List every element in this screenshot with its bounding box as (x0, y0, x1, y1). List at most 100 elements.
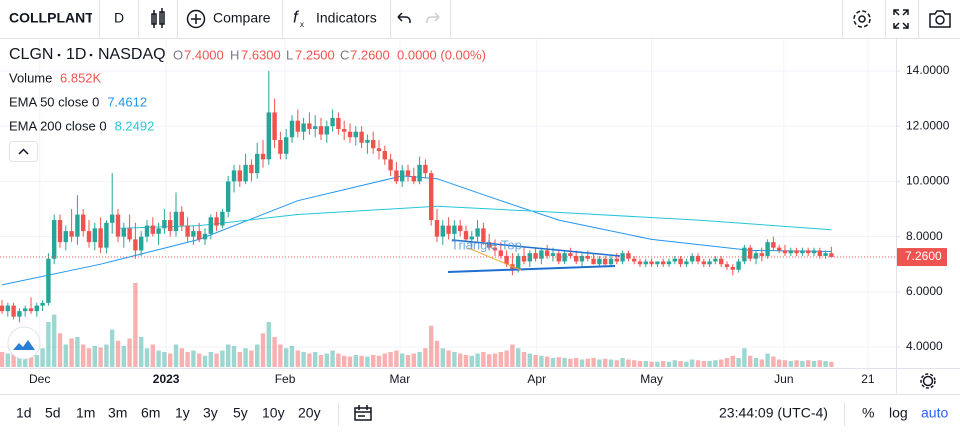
volume-bar (133, 283, 138, 367)
range-button[interactable]: 3m (108, 405, 127, 421)
candle-body (660, 261, 666, 265)
volume-bar (510, 344, 515, 367)
range-button[interactable]: 1m (76, 405, 95, 421)
date-range-button[interactable] (354, 405, 372, 421)
high-label: H (230, 47, 239, 62)
candle-body (626, 253, 631, 259)
interval-button[interactable]: D (114, 10, 124, 26)
log-button[interactable]: log (889, 405, 908, 421)
candle-body (185, 225, 190, 237)
candle-body (266, 112, 271, 160)
snapshot-button[interactable] (929, 10, 951, 28)
volume-bar (109, 329, 115, 367)
plus-icon (191, 14, 201, 24)
range-button[interactable]: 6m (141, 405, 160, 421)
candle-body (98, 228, 103, 248)
y-tick-label: 10.0000 (906, 174, 950, 188)
axis-settings[interactable] (920, 373, 936, 389)
volume-bar (5, 353, 11, 367)
candle-body (539, 250, 544, 259)
volume-bar (446, 350, 451, 367)
candle-body (133, 239, 138, 251)
candle-body (434, 220, 440, 237)
candle-body (829, 253, 834, 258)
dot (89, 53, 93, 57)
x-tick-label: May (640, 372, 663, 386)
collapse-button[interactable] (9, 141, 38, 162)
volume-bar (527, 353, 532, 367)
volume-bar (823, 361, 828, 367)
collapse-box (9, 141, 38, 162)
plus-icon (186, 9, 206, 29)
candle-body (573, 255, 579, 262)
redo-button[interactable] (426, 12, 440, 23)
volume-bar (69, 338, 74, 367)
low-label: L (286, 47, 293, 62)
volume-bar (307, 353, 312, 367)
settings-button[interactable] (853, 10, 871, 28)
volume-bar (678, 361, 683, 367)
percent-button[interactable]: % (862, 405, 874, 421)
volume-bar (272, 337, 277, 367)
candle-body (318, 126, 324, 135)
legend-exchange: NASDAQ (98, 46, 166, 63)
indicators-button[interactable]: f x Indicators (293, 7, 377, 29)
compare-button[interactable]: Compare (186, 9, 271, 29)
volume-bar (486, 354, 492, 367)
volume-bar (481, 352, 486, 367)
candle-body (138, 236, 144, 251)
range-button[interactable]: 10y (262, 405, 285, 421)
candle-body (689, 255, 695, 262)
candle-body (46, 258, 51, 303)
candle-body (40, 302, 45, 306)
indicator-name: EMA 200 close 0 (9, 118, 107, 133)
range-button[interactable]: 1y (175, 405, 190, 421)
symbol-button[interactable]: COLLPLANT (9, 10, 94, 26)
volume-legend-value: 6.852K (60, 70, 102, 85)
candle-body (701, 261, 706, 265)
range-button[interactable]: 5d (45, 405, 61, 421)
range-button[interactable]: 1d (16, 405, 32, 421)
indicator-value: 7.4612 (107, 94, 147, 109)
volume-bar (144, 348, 150, 367)
ema-line (1, 175, 832, 286)
candle-body (527, 253, 532, 262)
candle-body (544, 250, 550, 256)
range-button[interactable]: 3y (203, 405, 218, 421)
logo[interactable] (7, 326, 41, 360)
candle-body (272, 112, 277, 141)
candle-body (776, 247, 782, 251)
volume-bar (138, 337, 144, 367)
gear-icon (922, 375, 934, 387)
volume-bar (579, 359, 585, 367)
volume-bar (359, 355, 364, 367)
volume-bar (695, 360, 701, 367)
auto-button[interactable]: auto (921, 405, 948, 421)
chart-type-button[interactable] (151, 8, 165, 28)
fullscreen-button[interactable] (893, 9, 909, 29)
range-button[interactable]: 20y (298, 405, 321, 421)
candle-body (608, 258, 614, 265)
candle-body (753, 253, 759, 259)
volume-bar (179, 348, 184, 367)
volume-bar (283, 348, 289, 367)
volume-bar (399, 353, 405, 367)
volume-bar (788, 361, 793, 367)
candle-body (591, 258, 596, 265)
last-price-label: 7.2600 (905, 249, 942, 263)
volume-bar (115, 340, 121, 367)
undo-button[interactable] (397, 12, 411, 23)
candle-body (144, 225, 150, 237)
candle-body (394, 170, 399, 182)
candle-body (289, 120, 295, 138)
volume-bar (428, 325, 434, 367)
candle-body (585, 255, 590, 259)
candle-body (730, 266, 735, 270)
candle-body (695, 255, 701, 262)
range-button[interactable]: 5y (233, 405, 248, 421)
volume-bar (28, 352, 34, 367)
candle-body (800, 250, 805, 254)
candle-body (788, 250, 793, 254)
candle-body (104, 222, 109, 248)
candle-body (428, 173, 434, 221)
